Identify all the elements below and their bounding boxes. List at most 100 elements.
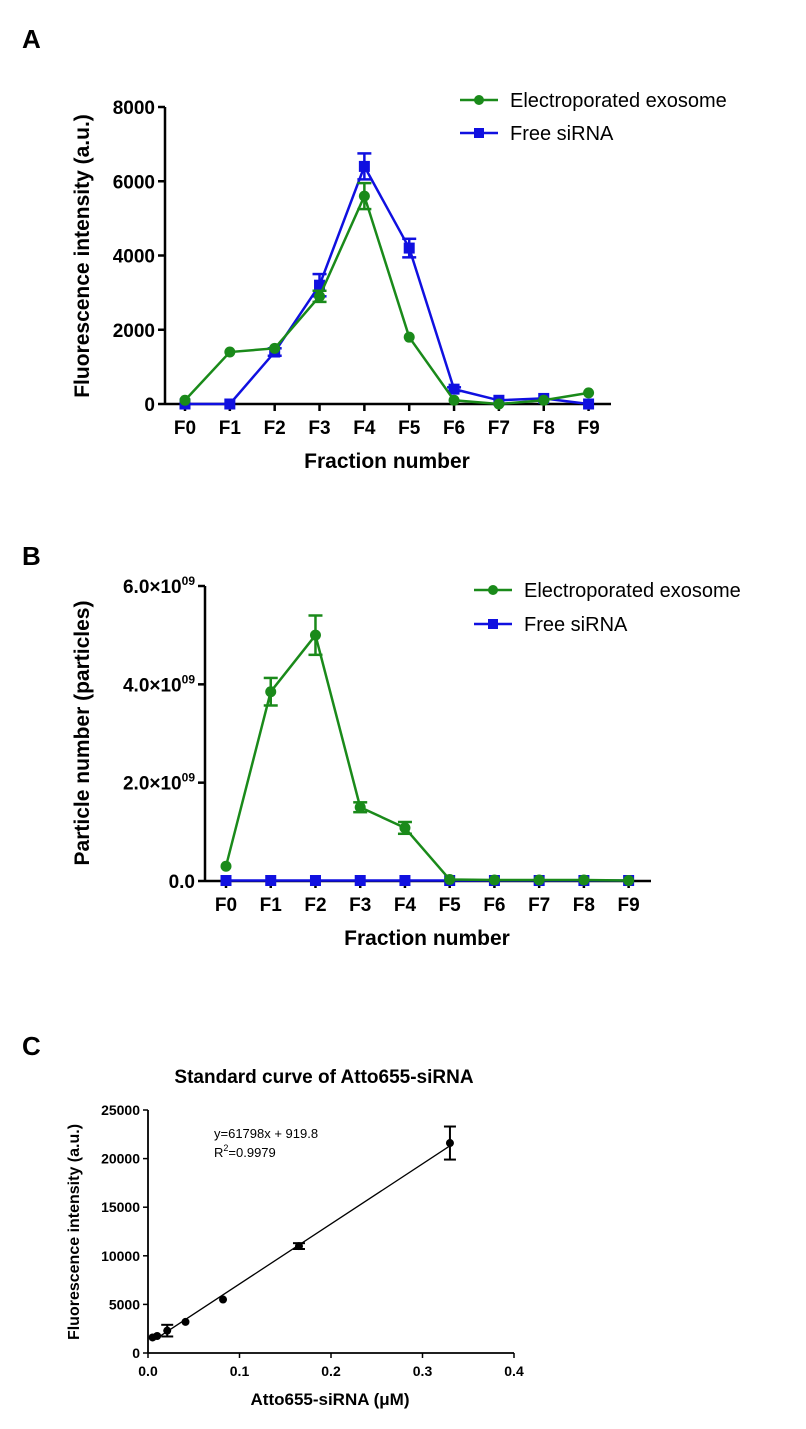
x-tick-label-b: F7: [528, 895, 550, 916]
y-tick-label-c: 15000: [101, 1199, 140, 1215]
data-point-a-1: [358, 160, 370, 172]
x-tick-label-b: F0: [215, 895, 237, 916]
legend-marker-free-sirna-a: [474, 128, 484, 138]
data-point-c: [163, 1326, 172, 1335]
data-point-b-0: [309, 629, 321, 641]
y-tick-label-a: 2000: [113, 321, 155, 342]
r2-superscript: 2: [223, 1143, 228, 1153]
panel-c: C Standard curve of Atto655-siRNA Fluore…: [22, 1031, 524, 1409]
y-tick-label-c: 5000: [109, 1296, 140, 1312]
x-tick-label-a: F8: [533, 418, 555, 439]
legend-entry-free-sirna-b: Free siRNA: [474, 614, 628, 636]
x-tick-label-b: F1: [260, 895, 283, 916]
x-tick-label-a: F1: [219, 418, 242, 439]
data-point-a-1: [224, 398, 236, 410]
legend-b: Electroporated exosome Free siRNA: [474, 580, 741, 636]
data-point-b-1: [220, 875, 232, 887]
x-tick-label-b: F8: [573, 895, 595, 916]
legend-entry-electroporated-a: Electroporated exosome: [460, 90, 727, 112]
y-tick-label-b: 6.0×1009: [123, 574, 195, 598]
x-tick-label-b: F3: [349, 895, 371, 916]
data-point-a-0: [448, 394, 460, 406]
y-tick-label-c: 0: [132, 1345, 140, 1361]
data-point-a-1: [403, 242, 415, 254]
y-tick-label-c: 25000: [101, 1102, 140, 1118]
data-point-b-0: [533, 874, 545, 886]
y-axis-label-c: Fluorescence intensity (a.u.): [66, 1124, 83, 1340]
y-tick-label-c: 10000: [101, 1248, 140, 1264]
x-tick-label-a: F3: [308, 418, 330, 439]
data-point-c: [445, 1139, 454, 1148]
x-axis-label-a: Fraction number: [304, 450, 470, 473]
y-tick-label-b: 4.0×1009: [123, 672, 195, 696]
x-tick-label-a: F4: [353, 418, 376, 439]
panel-label-a: A: [22, 24, 41, 54]
y-tick-label-a: 0: [144, 395, 155, 416]
r2-value: =0.9979: [228, 1145, 275, 1160]
x-tick-label-b: F9: [618, 895, 640, 916]
x-tick-label-c: 0.2: [321, 1363, 341, 1379]
x-axis-label-b: Fraction number: [344, 927, 510, 950]
y-axis-label-a: Fluorescence intensity (a.u.): [71, 114, 94, 398]
data-point-c: [219, 1295, 228, 1304]
data-point-b-0: [265, 686, 277, 698]
panel-b: B Particle number (particles) Fraction n…: [22, 541, 741, 950]
data-point-b-1: [265, 875, 277, 887]
data-point-a-0: [403, 331, 415, 343]
data-point-b-1: [354, 875, 366, 887]
chart-title-c: Standard curve of Atto655-siRNA: [174, 1067, 473, 1088]
data-point-b-1: [399, 875, 411, 887]
data-point-b-0: [220, 860, 232, 872]
x-tick-label-b: F4: [394, 895, 417, 916]
data-point-c: [153, 1331, 162, 1340]
legend-text-free-sirna-b: Free siRNA: [524, 614, 628, 636]
data-point-b-0: [623, 875, 635, 887]
y-tick-label-a: 4000: [113, 247, 155, 268]
x-tick-label-b: F2: [304, 895, 326, 916]
r2-label: R: [214, 1145, 223, 1160]
data-point-c: [294, 1242, 303, 1251]
data-point-c: [181, 1317, 190, 1326]
legend-text-electroporated-b: Electroporated exosome: [524, 580, 741, 602]
legend-marker-electroporated-b: [488, 585, 498, 595]
panel-label-c: C: [22, 1031, 41, 1061]
legend-entry-electroporated-b: Electroporated exosome: [474, 580, 741, 602]
series-line-a-1: [185, 163, 589, 406]
data-point-a-0: [493, 398, 505, 410]
x-tick-label-c: 0.0: [138, 1363, 158, 1379]
x-tick-label-a: F0: [174, 418, 196, 439]
data-point-a-1: [448, 383, 460, 395]
series-line-a-0: [184, 192, 589, 406]
legend-text-electroporated-a: Electroporated exosome: [510, 90, 727, 112]
data-point-a-1: [314, 279, 326, 291]
y-tick-label-c: 20000: [101, 1151, 140, 1167]
legend-marker-free-sirna-b: [488, 619, 498, 629]
data-point-b-0: [399, 822, 411, 834]
series-line-b-0: [224, 632, 629, 882]
y-tick-label-a: 6000: [113, 172, 155, 193]
x-tick-label-b: F6: [483, 895, 505, 916]
x-tick-label-c: 0.1: [230, 1363, 250, 1379]
data-point-a-0: [269, 342, 281, 354]
legend-entry-free-sirna-a: Free siRNA: [460, 123, 614, 145]
x-tick-label-a: F9: [577, 418, 599, 439]
x-tick-label-a: F7: [488, 418, 510, 439]
data-point-a-0: [179, 394, 191, 406]
fit-r-squared-c: R2=0.9979: [214, 1143, 276, 1160]
data-point-b-0: [444, 874, 456, 886]
legend-a: Electroporated exosome Free siRNA: [460, 90, 727, 145]
y-tick-label-b: 2.0×1009: [123, 771, 195, 795]
x-tick-label-c: 0.3: [413, 1363, 433, 1379]
y-tick-label-a: 8000: [113, 98, 155, 119]
x-tick-label-a: F5: [398, 418, 421, 439]
data-point-b-0: [488, 874, 500, 886]
x-tick-label-b: F5: [439, 895, 462, 916]
data-point-a-0: [224, 346, 236, 358]
y-tick-label-b: 0.0: [169, 872, 195, 893]
data-point-a-0: [314, 290, 326, 302]
x-tick-label-a: F2: [264, 418, 286, 439]
data-point-a-1: [583, 398, 595, 410]
y-axis-label-b: Particle number (particles): [71, 601, 94, 866]
fit-equation-c: y=61798x + 919.8: [214, 1126, 318, 1141]
